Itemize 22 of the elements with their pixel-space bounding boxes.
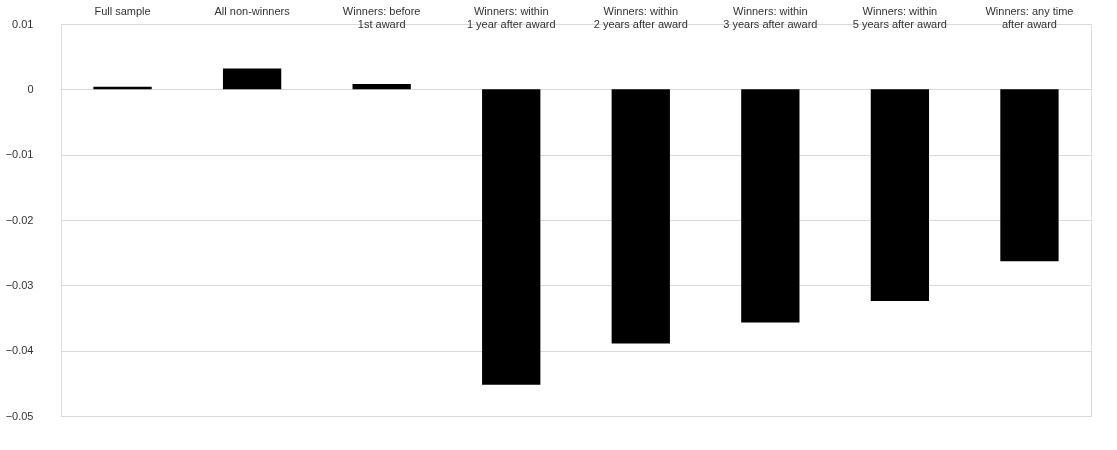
x-tick-label: Winners: any time after award: [985, 4, 1074, 30]
y-tick-label: −0.01: [5, 148, 34, 161]
bar: [611, 89, 670, 344]
x-tick-label: Full sample: [94, 4, 151, 17]
y-tick-label: −0.02: [5, 213, 34, 226]
y-tick-label: −0.03: [5, 278, 34, 291]
bar: [352, 84, 411, 90]
x-tick-label: Winners: within 2 years after award: [593, 4, 688, 30]
bar: [741, 89, 800, 323]
y-tick-label: −0.05: [5, 409, 34, 422]
x-tick-label: Winners: within 5 years after award: [852, 4, 947, 30]
x-tick-label: All non-winners: [214, 4, 291, 17]
y-tick-label: −0.04: [5, 344, 34, 357]
bar: [482, 89, 541, 385]
x-tick-label: Winners: before 1st award: [342, 4, 421, 30]
x-tick-label: Winners: within 1 year after award: [466, 4, 556, 30]
y-tick-label: 0: [27, 82, 34, 95]
bar: [870, 89, 930, 302]
y-tick-label: 0.01: [12, 17, 34, 30]
x-tick-label: Winners: within 3 years after award: [723, 4, 818, 30]
bar: [222, 68, 282, 90]
bar: [1000, 89, 1059, 262]
